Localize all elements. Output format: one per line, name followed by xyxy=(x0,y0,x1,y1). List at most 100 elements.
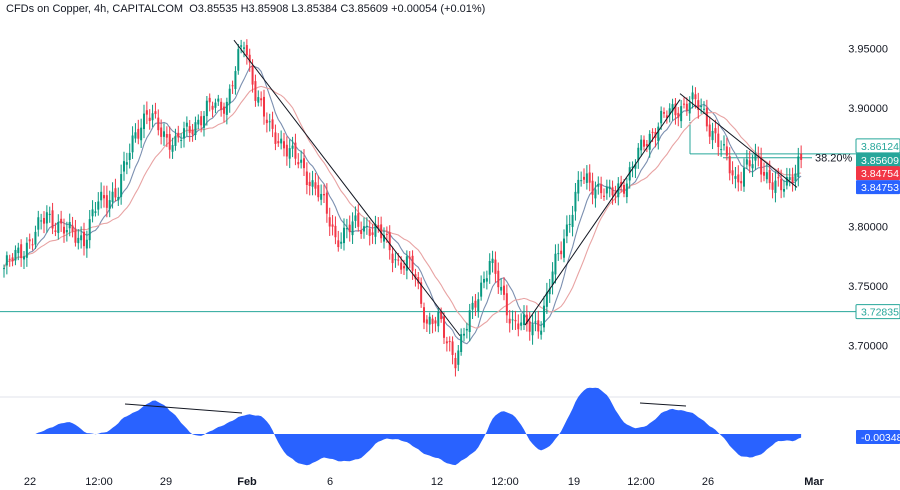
price-axis[interactable]: 3.95000 3.90000 3.80000 3.75000 3.70000 xyxy=(848,44,888,353)
candle-body xyxy=(645,143,648,147)
candle-body xyxy=(534,321,537,323)
candle-body xyxy=(60,218,63,224)
candle-body xyxy=(765,172,768,180)
candle-body xyxy=(257,97,260,103)
candle-body xyxy=(163,131,165,137)
candle-body xyxy=(448,341,451,343)
symbol-label[interactable]: CFDs on Copper, 4h, CAPITALCOM xyxy=(6,3,184,15)
candle-body xyxy=(734,176,737,179)
time-tick-label: 26 xyxy=(702,476,714,488)
candle-body xyxy=(445,341,448,344)
candle-body xyxy=(508,318,511,324)
candle-body xyxy=(283,141,285,149)
candle-body xyxy=(117,197,120,201)
candle-body xyxy=(5,255,8,266)
candle-body xyxy=(328,217,331,227)
candle-body xyxy=(123,161,125,172)
candle-body xyxy=(617,183,620,198)
candle-body xyxy=(414,274,417,279)
candle-body xyxy=(51,210,54,229)
candle-body xyxy=(277,141,280,144)
candle-body xyxy=(543,305,545,328)
candle-body xyxy=(500,286,503,291)
candle-body xyxy=(288,148,291,159)
candle-body xyxy=(94,211,97,213)
candle-body xyxy=(537,320,540,332)
candle-body xyxy=(365,225,368,227)
candle-body xyxy=(185,122,188,127)
candle-body xyxy=(363,226,365,232)
candle-body xyxy=(557,253,560,255)
candle-body xyxy=(668,108,671,115)
candle-body xyxy=(140,127,143,141)
candle-body xyxy=(305,171,308,185)
downtrend-line-1 xyxy=(233,39,461,337)
candle-body xyxy=(457,350,460,365)
horizontal-lines[interactable]: 38.20% xyxy=(0,121,858,313)
support-badge-bg xyxy=(855,304,900,320)
candle-body xyxy=(788,177,791,180)
candle-body xyxy=(420,282,423,304)
candle-body xyxy=(643,139,645,147)
candle-body xyxy=(31,244,34,246)
candle-body xyxy=(760,157,763,175)
candle-body xyxy=(3,268,5,270)
candle-body xyxy=(320,193,323,200)
candle-body xyxy=(260,98,263,101)
candle-body xyxy=(114,188,117,198)
candle-body xyxy=(611,187,614,196)
candle-body xyxy=(354,215,357,221)
candle-body xyxy=(525,314,528,325)
candle-body xyxy=(497,270,500,288)
candle-body xyxy=(583,176,585,180)
candle-body xyxy=(143,113,145,130)
time-tick-label: 12:00 xyxy=(491,476,519,488)
candle-body xyxy=(740,181,743,184)
candle-body xyxy=(105,195,108,208)
candle-body xyxy=(137,128,140,139)
trendlines[interactable] xyxy=(233,39,798,337)
candle-body xyxy=(103,195,105,199)
osc-divergence-line-1 xyxy=(124,403,243,414)
candle-body xyxy=(237,49,240,71)
candle-body xyxy=(640,139,643,151)
candle-body xyxy=(568,223,571,225)
candle-body xyxy=(437,311,440,327)
candle-body xyxy=(511,319,514,321)
candle-body xyxy=(391,253,394,264)
candle-body xyxy=(65,230,68,233)
price-tick-label: 3.90000 xyxy=(848,103,888,115)
candle-body xyxy=(588,172,591,183)
candle-body xyxy=(25,242,28,258)
slow-ma-line xyxy=(3,85,802,329)
candle-body xyxy=(368,228,371,236)
price-tick-label: 3.80000 xyxy=(848,222,888,234)
candle-body xyxy=(634,164,637,169)
candle-body xyxy=(503,285,505,295)
candle-body xyxy=(460,334,463,353)
candle-body xyxy=(85,239,88,249)
candle-body xyxy=(471,302,474,310)
candle-body xyxy=(251,65,254,85)
time-tick-label: 12:00 xyxy=(85,476,113,488)
candle-body xyxy=(294,142,297,159)
candle-body xyxy=(560,250,563,255)
candle-body xyxy=(774,180,777,193)
candle-body xyxy=(148,117,151,122)
red-ma-badge-text: 3.84754 xyxy=(861,168,899,180)
oscillator-badge-text: -0.00348 xyxy=(861,432,900,444)
candle-body xyxy=(37,217,40,230)
candle-body xyxy=(674,103,677,116)
candle-body xyxy=(34,231,37,245)
candle-body xyxy=(400,262,403,270)
time-axis[interactable]: 22 12:00 29 Feb 6 12 12:00 19 12:00 26 Mar xyxy=(24,476,825,488)
blue-ma-badge-text: 3.84753 xyxy=(861,182,899,194)
downtrend-line-2 xyxy=(679,93,798,188)
candle-body xyxy=(657,126,660,142)
candle-body xyxy=(100,191,103,201)
candle-body xyxy=(171,145,174,152)
time-tick-label: Feb xyxy=(237,476,257,488)
candle-body xyxy=(794,173,797,182)
oscillator-area xyxy=(4,387,802,466)
